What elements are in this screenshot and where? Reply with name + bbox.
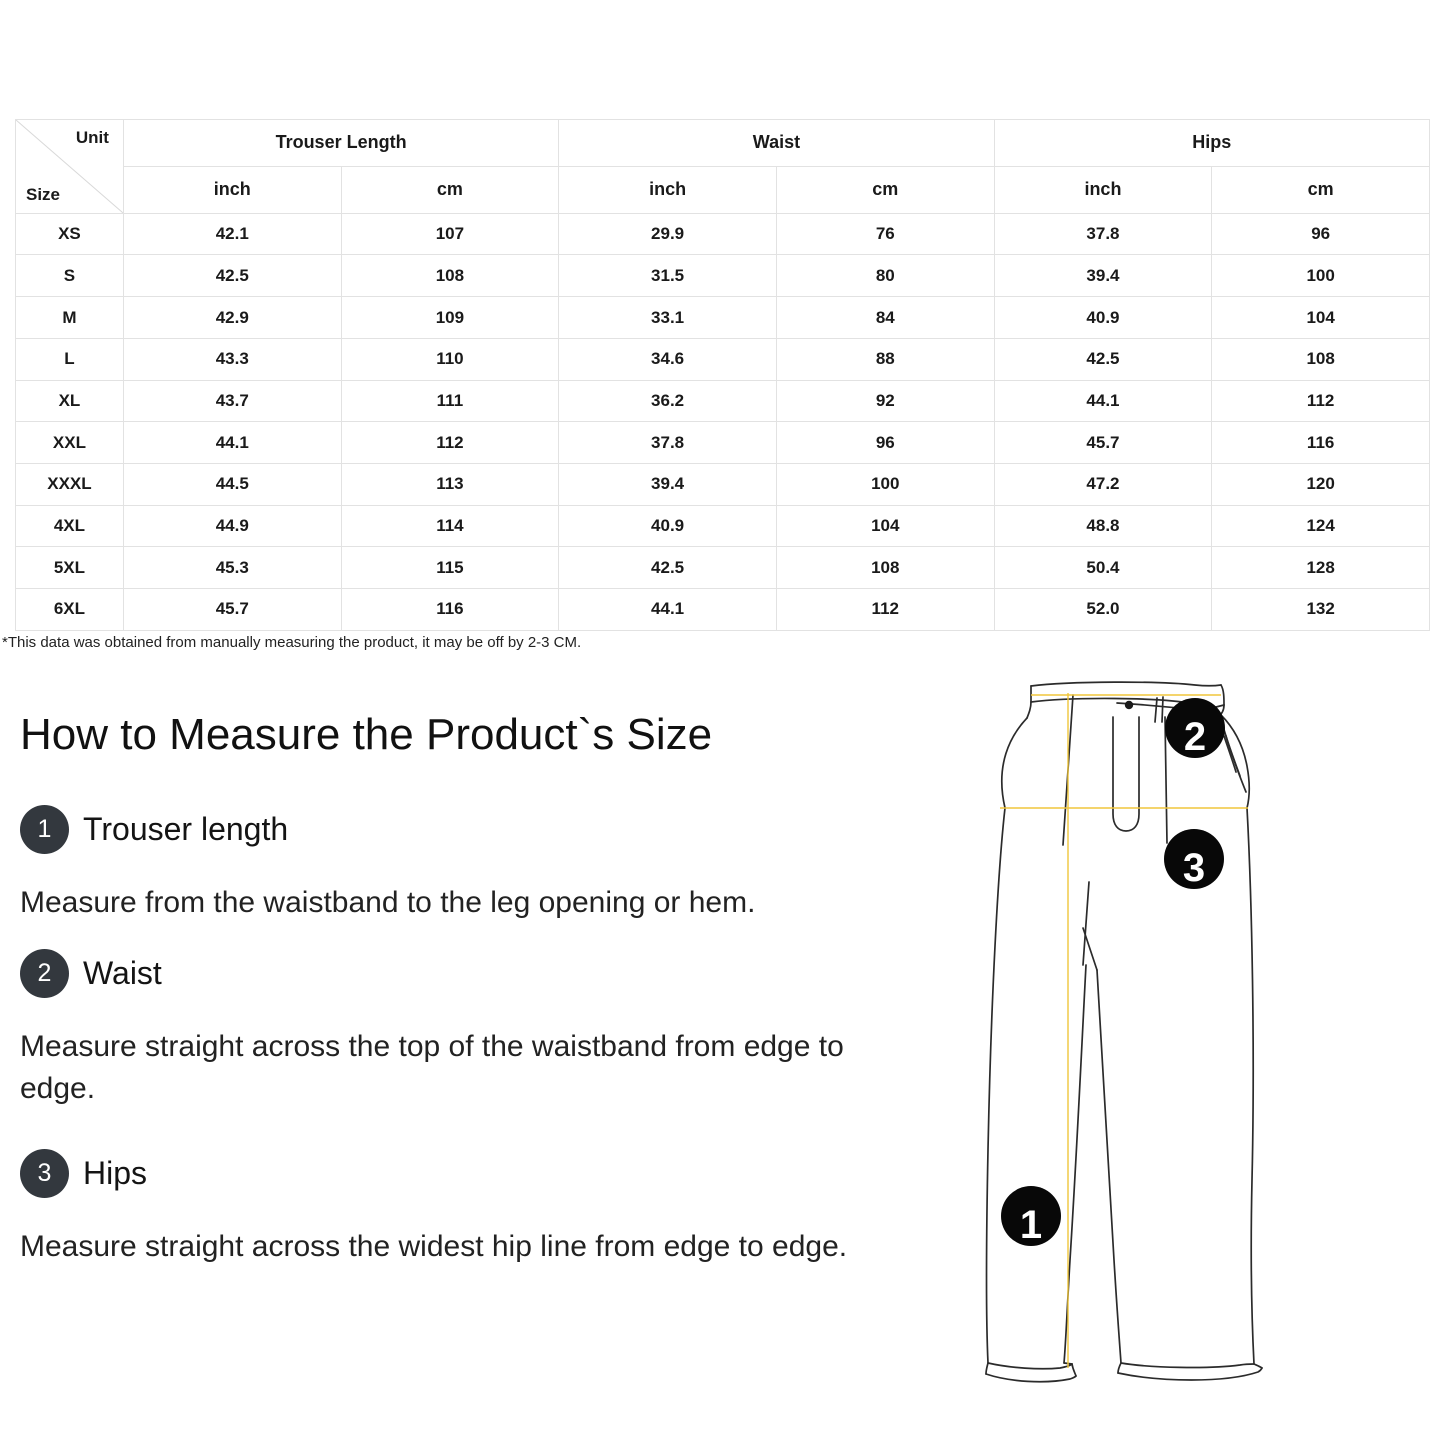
svg-text:2: 2: [1184, 715, 1206, 759]
svg-text:1: 1: [1020, 1203, 1042, 1247]
svg-text:3: 3: [1183, 846, 1205, 890]
